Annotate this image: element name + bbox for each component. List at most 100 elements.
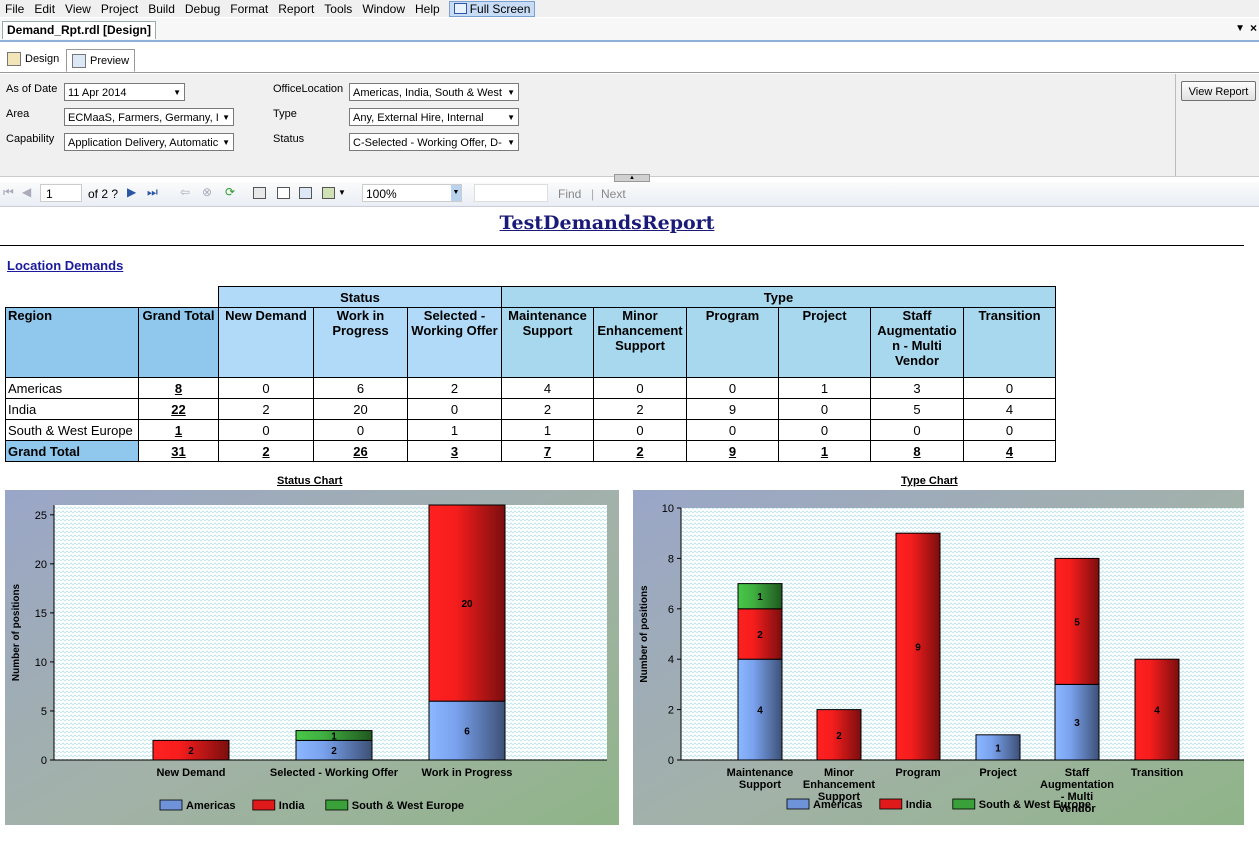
y-tick-label: 8 [668, 553, 674, 565]
type-select[interactable]: Any, External Hire, Internal ▼ [349, 108, 519, 126]
next-page-icon[interactable]: ▶ [127, 185, 137, 199]
total-link[interactable]: 2 [593, 440, 687, 462]
grand-total-link[interactable]: 8 [138, 377, 219, 399]
tab-design[interactable]: Design [2, 49, 64, 69]
full-screen-button[interactable]: Full Screen [448, 0, 536, 17]
menu-file[interactable]: File [5, 1, 25, 16]
menu-format[interactable]: Format [230, 1, 269, 16]
bar-segment [1134, 658, 1180, 761]
plot-area [54, 505, 607, 760]
status-chart-title: Status Chart [277, 475, 343, 487]
find-next-link[interactable]: Next [601, 187, 626, 201]
grand-total-link[interactable]: 1 [138, 419, 219, 441]
legend-label: Americas [186, 800, 236, 812]
legend-label: India [279, 800, 306, 812]
data-label: 2 [331, 746, 337, 757]
bar-segment [816, 709, 862, 761]
collapse-params-handle[interactable]: ▲ [614, 174, 650, 182]
total-link[interactable]: 8 [870, 440, 964, 462]
back-icon[interactable]: ⇦ [180, 185, 191, 199]
report-parameters-panel: As of Date 11 Apr 2014 ▼ Area ECMaaS, Far… [0, 74, 1259, 177]
chevron-down-icon: ▼ [173, 88, 181, 97]
table-cell: 2 [407, 377, 502, 399]
document-tab[interactable]: Demand_Rpt.rdl [Design] [2, 21, 157, 39]
data-label: 6 [464, 727, 470, 738]
column-header-staff-augmentation: Staff Augmentatio n - Multi Vendor [870, 307, 964, 378]
location-demands-table: Status Type Region Grand Total New Deman… [5, 286, 1056, 462]
stop-icon[interactable]: ⊗ [202, 185, 213, 199]
table-cell: 1 [501, 419, 594, 441]
location-demands-link[interactable]: Location Demands [7, 258, 124, 273]
find-input[interactable] [474, 184, 548, 202]
menu-tools[interactable]: Tools [324, 1, 353, 16]
bar-segment [737, 658, 783, 761]
find-link[interactable]: Find [558, 187, 582, 201]
area-select[interactable]: ECMaaS, Farmers, Germany, I ▼ [64, 108, 234, 126]
total-link[interactable]: 26 [313, 440, 408, 462]
export-dropdown-icon[interactable]: ▼ [338, 188, 346, 197]
column-header-transition: Transition [963, 307, 1056, 378]
data-label: 20 [461, 599, 473, 610]
last-page-icon[interactable]: ⏭ [147, 185, 158, 199]
legend-swatch [159, 799, 183, 811]
menu-project[interactable]: Project [100, 1, 139, 16]
data-label: 9 [915, 643, 921, 654]
tab-design-label: Design [25, 53, 60, 65]
legend-swatch [786, 798, 810, 810]
view-report-button[interactable]: View Report [1181, 81, 1256, 101]
capability-label: Capability [6, 133, 55, 145]
close-tab-icon[interactable]: × [1249, 21, 1257, 35]
previous-page-icon[interactable]: ◀ [22, 185, 32, 199]
zoom-select[interactable]: 100% ▼ [362, 184, 462, 202]
menu-debug[interactable]: Debug [184, 1, 221, 16]
page-setup-icon[interactable] [299, 187, 312, 199]
y-tick-label: 25 [35, 510, 47, 522]
capability-select[interactable]: Application Delivery, Automatic ▼ [64, 133, 234, 151]
y-tick-label: 10 [35, 657, 47, 669]
menu-view[interactable]: View [65, 1, 91, 16]
total-link[interactable]: 2 [218, 440, 314, 462]
grand-total-link[interactable]: 31 [138, 440, 219, 462]
tab-list-dropdown-icon[interactable]: ▼ [1235, 23, 1245, 34]
type-chart-title: Type Chart [901, 475, 958, 487]
office-location-select[interactable]: Americas, India, South & West ▼ [349, 83, 519, 101]
row-region: Americas [5, 377, 139, 399]
status-select[interactable]: C-Selected - Working Offer, D- ▼ [349, 133, 519, 151]
total-link[interactable]: 3 [407, 440, 502, 462]
refresh-icon[interactable]: ⟳ [225, 185, 236, 199]
y-tick-label: 0 [668, 755, 674, 767]
as-of-date-select[interactable]: 11 Apr 2014 ▼ [64, 83, 185, 101]
document-tab-strip: Demand_Rpt.rdl [Design] ▼ × [0, 18, 1259, 42]
page-number-input[interactable]: 1 [40, 184, 82, 202]
x-tick-label: Transition [1131, 767, 1184, 779]
row-region: South & West Europe [5, 419, 139, 441]
row-region: Grand Total [5, 440, 139, 462]
menu-edit[interactable]: Edit [34, 1, 56, 16]
first-page-icon[interactable]: ⏮ [3, 185, 14, 199]
table-cell: 2 [501, 398, 594, 420]
export-icon[interactable] [322, 187, 335, 199]
menu-report[interactable]: Report [278, 1, 315, 16]
table-cell: 0 [686, 419, 779, 441]
print-layout-icon[interactable] [277, 187, 290, 199]
grand-total-link[interactable]: 22 [138, 398, 219, 420]
chevron-down-icon: ▼ [451, 185, 461, 201]
x-tick-label: Staff [1065, 767, 1090, 779]
row-region: India [5, 398, 139, 420]
total-link[interactable]: 1 [778, 440, 871, 462]
print-icon[interactable] [253, 187, 266, 199]
total-link[interactable]: 4 [963, 440, 1056, 462]
table-cell: 0 [593, 419, 687, 441]
data-label: 1 [757, 592, 763, 603]
bar-segment [428, 504, 506, 702]
menu-help[interactable]: Help [415, 1, 440, 16]
design-icon [7, 52, 21, 66]
total-link[interactable]: 9 [686, 440, 779, 462]
total-link[interactable]: 7 [501, 440, 594, 462]
report-toolbar: ⏮ ◀ 1 of 2 ? ▶ ⏭ ⇦ ⊗ ⟳ ▼ 100% ▼ Find | Ne… [0, 182, 1259, 207]
tab-preview[interactable]: Preview [66, 49, 136, 72]
menu-window[interactable]: Window [362, 1, 405, 16]
menu-build[interactable]: Build [148, 1, 175, 16]
column-header-work-in-progress: Work in Progress [313, 307, 408, 378]
office-location-label: OfficeLocation [273, 83, 344, 95]
